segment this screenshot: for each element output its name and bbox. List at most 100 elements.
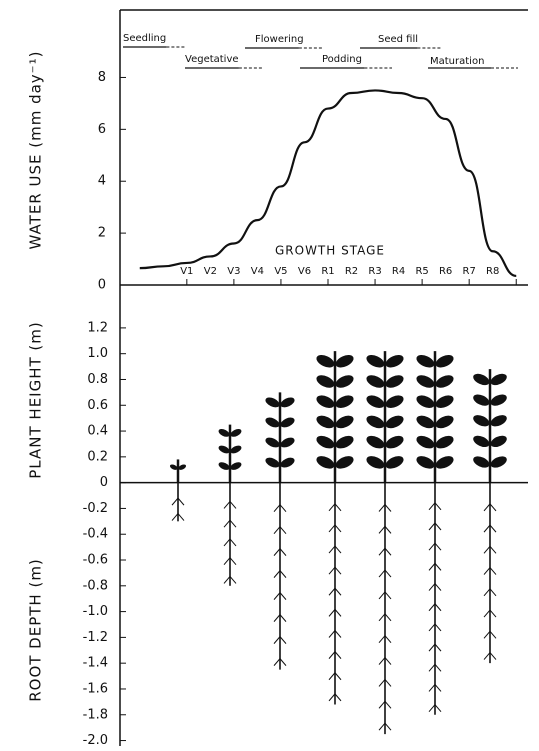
y-tick-label: -1.0 xyxy=(83,604,108,619)
root-branch xyxy=(334,609,342,617)
x-tick-label: R2 xyxy=(345,266,358,277)
root-branch xyxy=(334,672,342,681)
leaf xyxy=(335,435,354,449)
root-branch xyxy=(428,502,436,511)
root-branch xyxy=(384,591,392,600)
root-branch xyxy=(384,569,392,578)
leaf xyxy=(230,429,242,437)
root-branch xyxy=(328,693,336,702)
y-tick-label: 0 xyxy=(98,278,106,293)
leaf xyxy=(335,395,354,408)
root-branch xyxy=(434,542,442,551)
root-branch xyxy=(223,501,231,509)
y-tick-label: 0.6 xyxy=(87,398,108,413)
root-branch xyxy=(384,526,392,534)
root-branch xyxy=(171,513,179,521)
leaf xyxy=(416,375,435,388)
x-tick-label: V6 xyxy=(298,266,311,277)
root-branch xyxy=(328,587,336,596)
root-branch xyxy=(334,693,342,702)
root-branch xyxy=(378,722,386,731)
root-branch xyxy=(489,588,497,597)
root-branch xyxy=(334,630,342,638)
leaf xyxy=(416,435,435,449)
root-branch xyxy=(489,567,497,575)
root-branch xyxy=(273,592,281,600)
x-tick-label: R7 xyxy=(463,266,476,277)
root-branch xyxy=(489,652,497,660)
root-branch xyxy=(384,547,392,556)
y-axis-title: ROOT DEPTH (m) xyxy=(27,558,45,702)
y-tick-label: 4 xyxy=(98,174,106,189)
leaf xyxy=(385,435,404,449)
root-branch xyxy=(384,504,392,512)
root-branch xyxy=(328,651,336,659)
leaf xyxy=(218,462,230,470)
root-branch xyxy=(334,566,342,575)
y-tick-label: -1.6 xyxy=(83,681,108,696)
root-branch xyxy=(489,524,497,533)
leaf xyxy=(335,456,354,469)
root-branch xyxy=(489,609,497,618)
y-tick-label: -0.8 xyxy=(83,578,108,593)
root-branch xyxy=(223,519,231,528)
root-branch xyxy=(428,603,436,612)
root-branch xyxy=(378,526,386,534)
x-tick-label: R8 xyxy=(486,266,499,277)
root-branch xyxy=(378,591,386,600)
root-branch xyxy=(483,567,491,575)
y-tick-label: 8 xyxy=(98,70,106,85)
leaf xyxy=(366,354,385,368)
root-branch xyxy=(378,635,386,644)
root-branch xyxy=(334,545,342,554)
leaf xyxy=(280,437,295,448)
root-branch xyxy=(483,630,491,639)
leaf xyxy=(335,375,354,388)
root-branch xyxy=(384,635,392,644)
leaf xyxy=(316,395,335,408)
root-branch xyxy=(378,569,386,578)
y-tick-label: -0.6 xyxy=(83,553,108,568)
root-branch xyxy=(384,700,392,709)
root-branch xyxy=(171,497,179,506)
root-branch xyxy=(483,524,491,533)
x-tick-label: V5 xyxy=(274,266,287,277)
root-branch xyxy=(177,497,185,506)
root-branch xyxy=(384,679,392,687)
phase-label: Vegetative xyxy=(185,54,239,65)
root-branch xyxy=(229,501,237,509)
root-branch xyxy=(273,636,281,644)
root-branch xyxy=(334,503,342,512)
leaf xyxy=(316,415,335,429)
leaf xyxy=(280,457,295,468)
leaf xyxy=(280,417,295,428)
y-tick-label: 0.4 xyxy=(87,424,108,439)
root-branch xyxy=(378,504,386,512)
root-branch xyxy=(489,630,497,639)
root-branch xyxy=(378,613,386,622)
root-branch xyxy=(434,603,442,612)
root-branch xyxy=(279,504,287,512)
root-branch xyxy=(328,503,336,512)
x-tick-label: V1 xyxy=(180,266,193,277)
leaf xyxy=(473,456,490,468)
root-branch xyxy=(489,546,497,554)
root-branch xyxy=(328,566,336,575)
root-branch xyxy=(428,663,436,672)
root-branch xyxy=(273,658,281,666)
root-branch xyxy=(483,609,491,618)
root-branch xyxy=(428,542,436,551)
root-branch xyxy=(273,570,281,578)
leaf xyxy=(416,354,435,368)
root-branch xyxy=(434,502,442,511)
y-tick-label: 1.2 xyxy=(87,320,108,335)
root-branch xyxy=(378,700,386,709)
root-branch xyxy=(223,557,231,565)
y-tick-label: -1.8 xyxy=(83,707,108,722)
root-branch xyxy=(483,652,491,660)
root-branch xyxy=(273,526,281,534)
root-branch xyxy=(229,557,237,565)
y-tick-label: -2.0 xyxy=(83,733,108,748)
leaf xyxy=(169,464,178,470)
leaf xyxy=(366,395,385,408)
